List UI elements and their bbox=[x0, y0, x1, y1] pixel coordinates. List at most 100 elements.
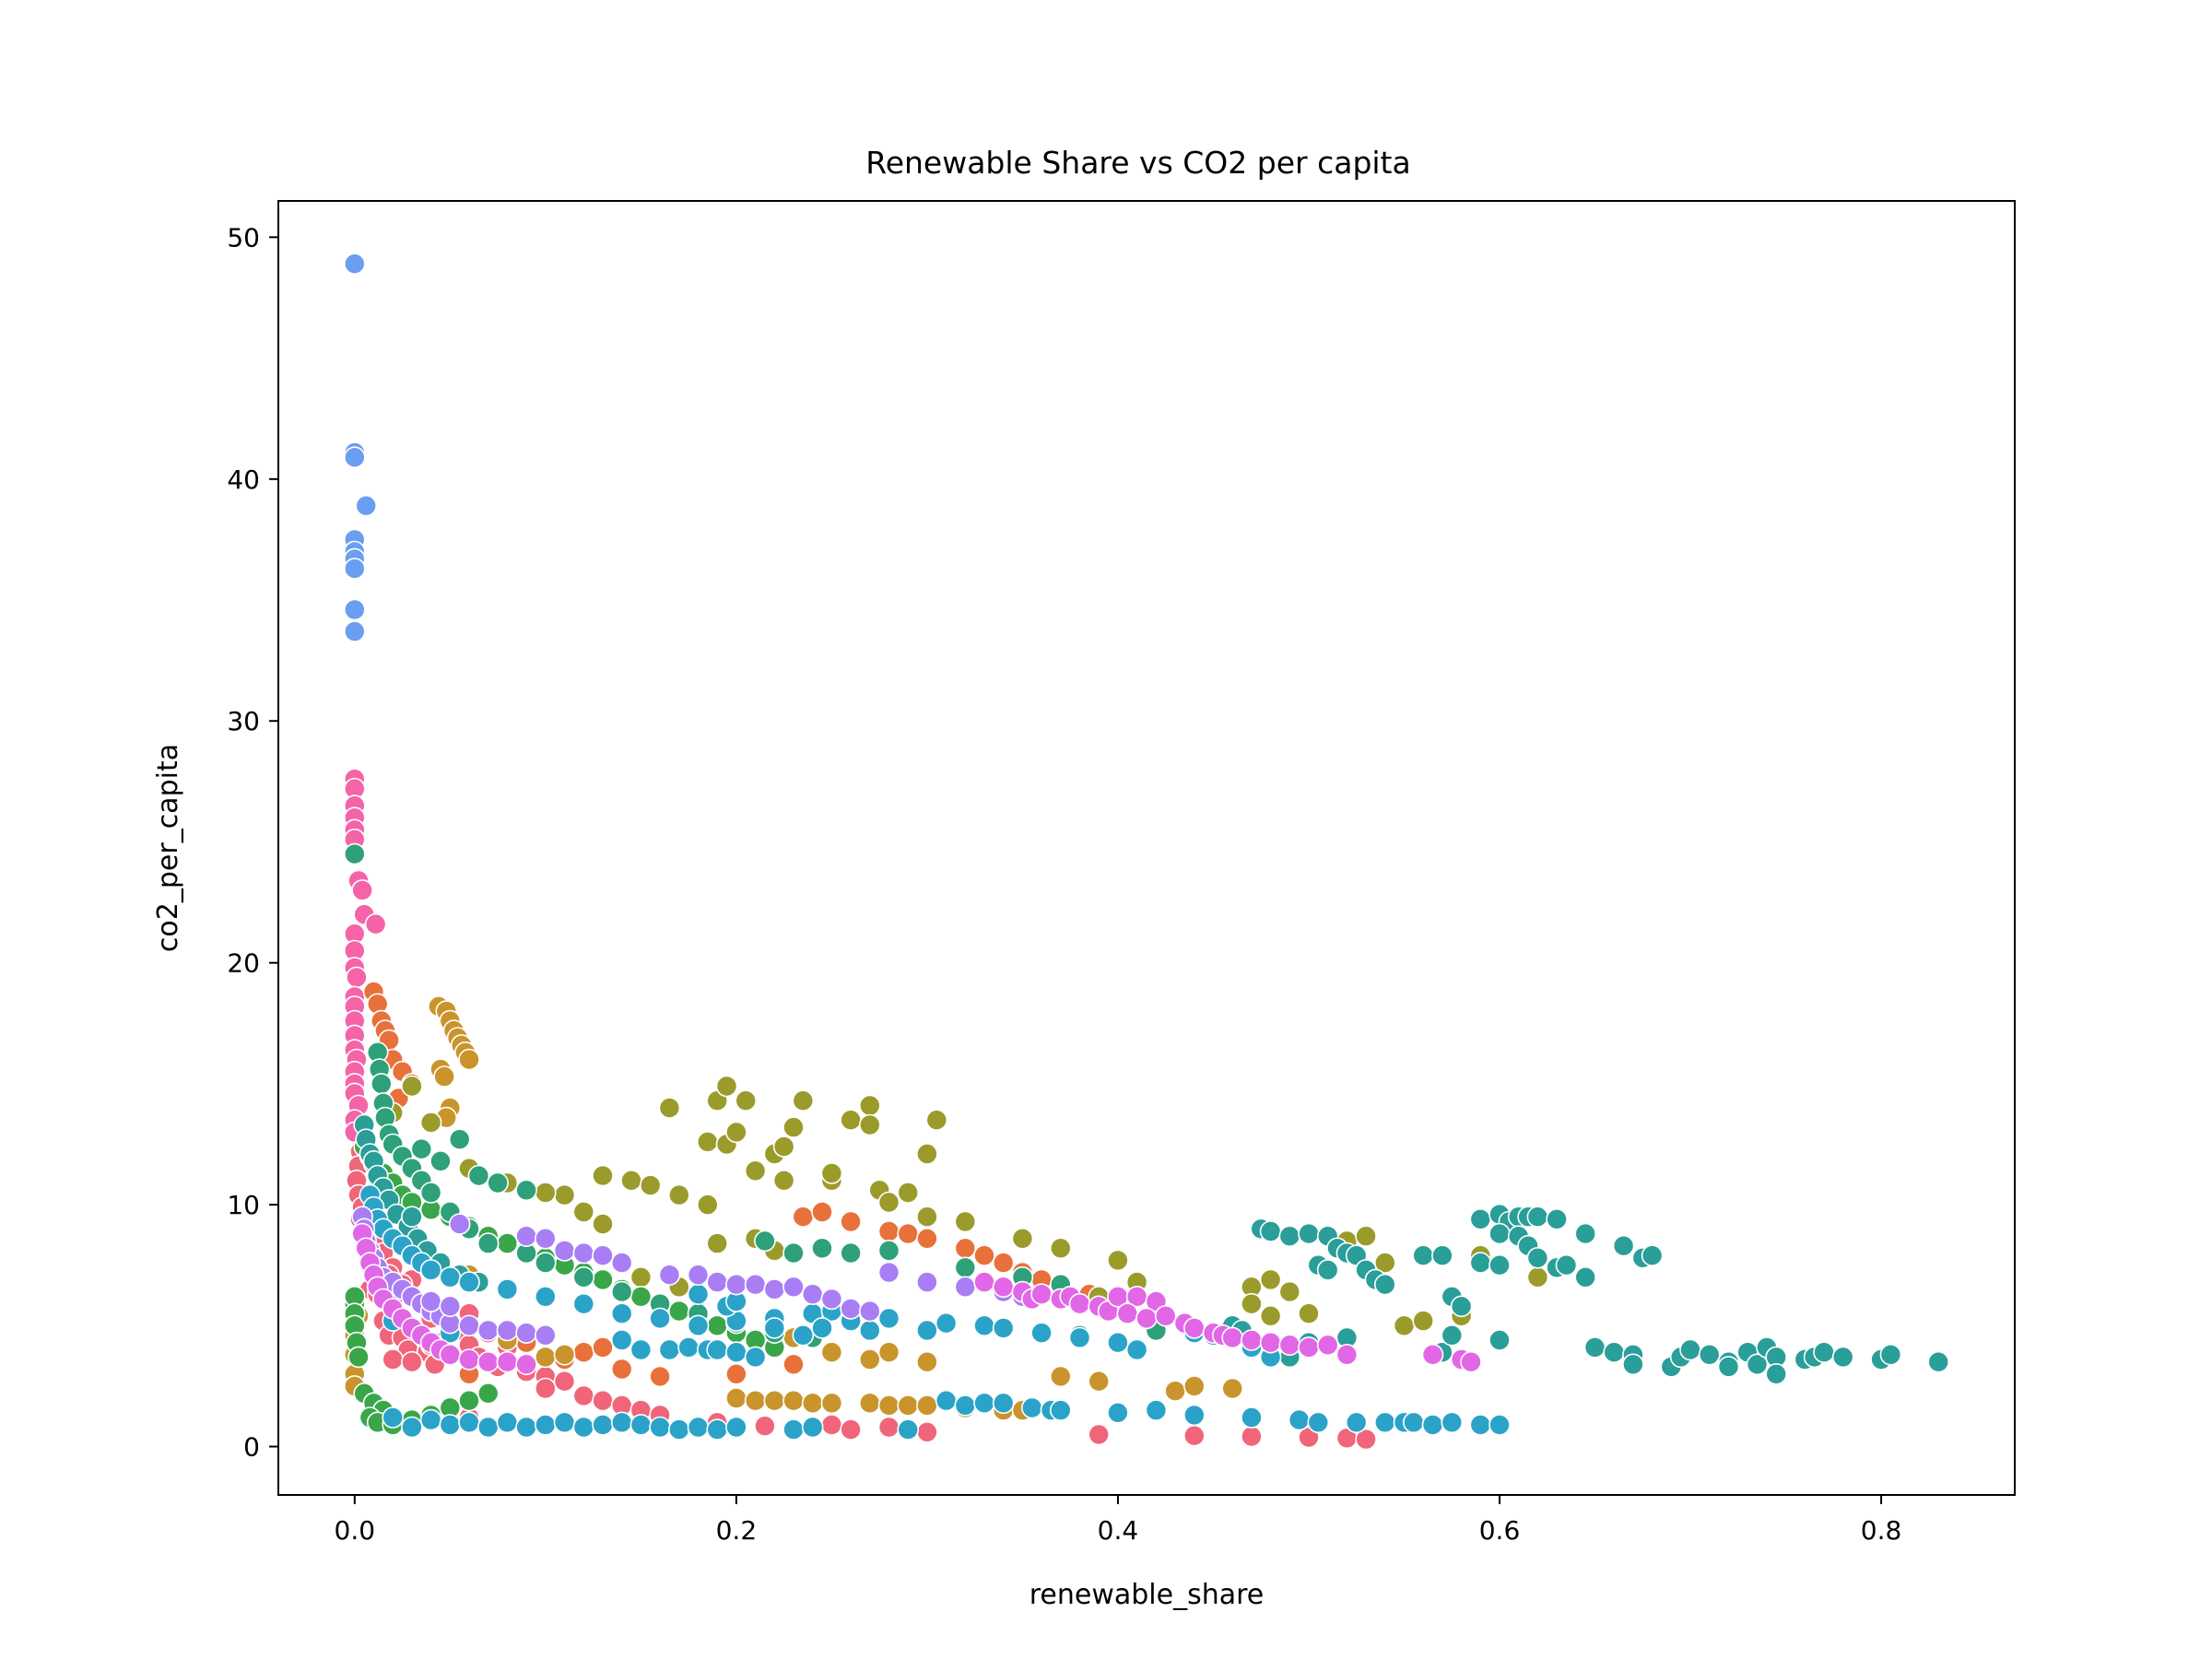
data-point bbox=[1107, 1331, 1129, 1354]
data-point bbox=[515, 1225, 537, 1247]
data-point bbox=[1221, 1377, 1243, 1400]
data-point bbox=[763, 1317, 786, 1339]
data-point bbox=[1088, 1370, 1110, 1393]
data-point bbox=[1374, 1273, 1396, 1296]
data-point bbox=[916, 1206, 938, 1228]
x-axis: 0.0 0.2 0.4 0.6 0.8 bbox=[335, 1495, 1901, 1546]
data-point bbox=[1421, 1414, 1444, 1436]
data-point bbox=[534, 1414, 557, 1436]
data-point bbox=[429, 1150, 452, 1172]
data-points bbox=[343, 253, 1949, 1451]
data-point bbox=[458, 1389, 480, 1412]
x-tick-label: 0.6 bbox=[1479, 1515, 1521, 1546]
y-tick-label: 10 bbox=[227, 1190, 260, 1220]
data-point bbox=[343, 842, 366, 865]
data-point bbox=[801, 1392, 824, 1415]
data-point bbox=[744, 1389, 767, 1412]
data-point bbox=[1746, 1353, 1769, 1376]
data-point bbox=[858, 1113, 881, 1136]
data-point bbox=[725, 1273, 747, 1296]
data-point bbox=[572, 1292, 595, 1315]
data-point bbox=[639, 1174, 662, 1196]
data-point bbox=[629, 1414, 653, 1436]
data-point bbox=[1068, 1326, 1091, 1349]
data-point bbox=[954, 1210, 977, 1233]
data-point bbox=[1030, 1322, 1053, 1344]
data-point bbox=[343, 253, 366, 276]
data-point bbox=[792, 1324, 815, 1347]
data-point bbox=[1403, 1411, 1425, 1434]
data-point bbox=[448, 1213, 471, 1235]
data-point bbox=[1374, 1252, 1396, 1274]
data-point bbox=[572, 1384, 595, 1407]
data-point bbox=[1717, 1356, 1740, 1378]
data-point bbox=[1603, 1341, 1625, 1363]
data-point bbox=[1183, 1375, 1206, 1397]
data-point bbox=[477, 1232, 500, 1254]
data-point bbox=[1469, 1208, 1492, 1230]
data-point bbox=[1125, 1338, 1148, 1361]
data-point bbox=[1612, 1234, 1635, 1257]
data-point bbox=[840, 1298, 862, 1320]
data-point bbox=[496, 1319, 519, 1342]
data-point bbox=[419, 1112, 442, 1134]
data-point bbox=[364, 912, 387, 935]
data-point bbox=[763, 1389, 786, 1412]
data-point bbox=[858, 1300, 881, 1323]
data-point bbox=[973, 1271, 995, 1293]
data-point bbox=[820, 1162, 843, 1184]
data-point bbox=[1355, 1428, 1377, 1451]
data-point bbox=[515, 1353, 537, 1376]
data-point bbox=[419, 1182, 442, 1204]
data-point bbox=[763, 1278, 786, 1300]
data-point bbox=[1469, 1252, 1492, 1274]
data-point bbox=[1278, 1334, 1301, 1357]
data-point bbox=[935, 1312, 958, 1335]
data-point bbox=[801, 1283, 824, 1305]
data-point bbox=[1641, 1244, 1664, 1266]
data-point bbox=[610, 1329, 633, 1351]
data-point bbox=[1107, 1402, 1129, 1424]
data-point bbox=[897, 1182, 920, 1204]
data-point bbox=[1011, 1228, 1034, 1250]
data-point bbox=[1183, 1317, 1206, 1339]
data-point bbox=[1298, 1336, 1320, 1359]
data-point bbox=[687, 1283, 710, 1305]
data-point bbox=[801, 1416, 824, 1439]
data-point bbox=[658, 1097, 681, 1119]
data-point bbox=[792, 1206, 815, 1228]
data-point bbox=[401, 1206, 423, 1228]
data-point bbox=[448, 1128, 471, 1150]
data-point bbox=[877, 1191, 900, 1214]
data-point bbox=[992, 1392, 1015, 1415]
data-point bbox=[916, 1271, 938, 1293]
data-point bbox=[725, 1416, 747, 1439]
data-point bbox=[515, 1416, 537, 1439]
data-point bbox=[458, 1348, 480, 1371]
data-point bbox=[782, 1418, 805, 1441]
data-point bbox=[687, 1314, 710, 1337]
data-point bbox=[1068, 1292, 1091, 1315]
y-tick-label: 30 bbox=[227, 706, 260, 736]
data-point bbox=[735, 1089, 758, 1112]
data-point bbox=[1050, 1365, 1072, 1388]
data-point bbox=[1526, 1266, 1549, 1288]
data-point bbox=[1154, 1305, 1177, 1327]
data-point bbox=[347, 1346, 370, 1369]
data-point bbox=[649, 1365, 671, 1388]
data-point bbox=[467, 1164, 490, 1187]
data-point bbox=[1116, 1302, 1139, 1324]
data-point bbox=[419, 1408, 442, 1431]
data-point bbox=[687, 1416, 710, 1439]
data-point bbox=[382, 1406, 405, 1429]
data-point bbox=[706, 1271, 729, 1293]
plot-frame bbox=[277, 200, 2016, 1496]
x-tick-label: 0.2 bbox=[716, 1515, 758, 1546]
data-point bbox=[973, 1392, 995, 1415]
data-point bbox=[1259, 1305, 1282, 1327]
data-point bbox=[553, 1411, 576, 1434]
data-point bbox=[877, 1394, 900, 1417]
data-point bbox=[935, 1389, 958, 1412]
data-point bbox=[925, 1109, 948, 1131]
